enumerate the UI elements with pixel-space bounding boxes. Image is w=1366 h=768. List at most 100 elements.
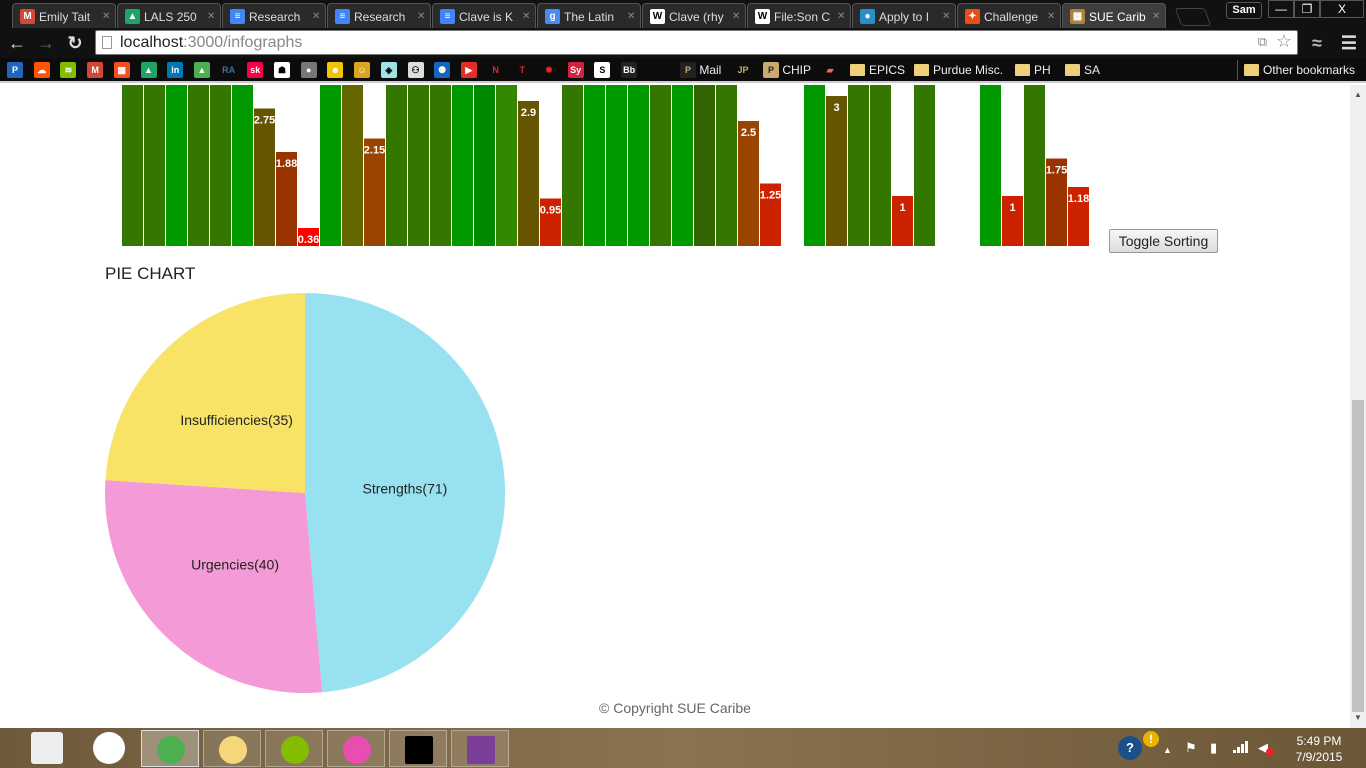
- taskbar-file-explorer[interactable]: [203, 730, 261, 767]
- bar[interactable]: [188, 85, 209, 246]
- tab[interactable]: W File:Son C ✕: [747, 3, 851, 28]
- taskbar-onenote[interactable]: [451, 730, 509, 767]
- taskbar-spotify[interactable]: [265, 730, 323, 767]
- bookmark-mail[interactable]: P Mail: [680, 62, 721, 79]
- bar[interactable]: [210, 85, 231, 246]
- bar[interactable]: [914, 85, 935, 246]
- bar[interactable]: [606, 85, 627, 246]
- taskbar-chrome[interactable]: [141, 730, 199, 767]
- bar[interactable]: [408, 85, 429, 246]
- bar[interactable]: [562, 85, 583, 246]
- bookmark-linkedin[interactable]: in: [167, 62, 184, 79]
- bar[interactable]: [386, 85, 407, 246]
- tab[interactable]: ▦ SUE Carib ✕: [1062, 3, 1166, 28]
- bookmark-youtube[interactable]: ▶: [460, 62, 477, 79]
- bar[interactable]: [760, 183, 781, 247]
- bar[interactable]: [1002, 196, 1023, 246]
- bookmark-gmail[interactable]: M: [87, 62, 104, 79]
- bar[interactable]: [848, 85, 869, 246]
- battery-icon[interactable]: ▮: [1210, 740, 1218, 755]
- forward-button[interactable]: →: [37, 33, 55, 53]
- bar[interactable]: [276, 152, 297, 246]
- bookmark-star-icon[interactable]: ☆: [1275, 31, 1292, 51]
- taskbar-start-apps[interactable]: [31, 732, 63, 764]
- bar[interactable]: [738, 121, 759, 246]
- bar[interactable]: [804, 85, 825, 246]
- bookmark-folder-other[interactable]: Other bookmarks: [1244, 62, 1355, 79]
- bar[interactable]: [892, 196, 913, 246]
- bar[interactable]: [870, 85, 891, 246]
- taskbar-hp[interactable]: [93, 732, 125, 764]
- pie-slice-strengths[interactable]: [305, 293, 506, 693]
- bar[interactable]: [144, 85, 165, 246]
- bookmark-songkick[interactable]: sk: [247, 62, 264, 79]
- new-tab-button[interactable]: [1174, 8, 1212, 26]
- minimize-button[interactable]: —: [1268, 0, 1294, 18]
- tab[interactable]: W Clave (rhy ✕: [642, 3, 746, 28]
- close-tab-icon[interactable]: ✕: [102, 11, 111, 22]
- bar[interactable]: [430, 85, 451, 246]
- bookmark-sphere[interactable]: ●: [300, 62, 317, 79]
- bar[interactable]: [254, 108, 275, 247]
- bookmark-folder-sa[interactable]: SA: [1065, 62, 1100, 79]
- pie-slice-insufficiencies[interactable]: [105, 293, 305, 493]
- bar[interactable]: [628, 85, 649, 246]
- bookmark-folder-purdue-misc[interactable]: Purdue Misc.: [914, 62, 1003, 79]
- close-tab-icon[interactable]: ✕: [312, 11, 321, 22]
- bar[interactable]: [650, 85, 671, 246]
- bar[interactable]: [320, 85, 341, 246]
- close-tab-icon[interactable]: ✕: [522, 11, 531, 22]
- close-tab-icon[interactable]: ✕: [837, 11, 846, 22]
- translate-icon[interactable]: ⧉: [1257, 34, 1267, 49]
- bar[interactable]: [364, 138, 385, 247]
- close-tab-icon[interactable]: ✕: [942, 11, 951, 22]
- bookmark-microsoft[interactable]: ▦: [113, 62, 130, 79]
- profile-button[interactable]: Sam: [1226, 2, 1262, 19]
- bookmark-folder-epics[interactable]: EPICS: [850, 62, 905, 79]
- action-center-flag-icon[interactable]: ⚑: [1185, 740, 1197, 755]
- close-tab-icon[interactable]: ✕: [1047, 11, 1056, 22]
- bookmark-group[interactable]: ⚉: [434, 62, 451, 79]
- bar[interactable]: [496, 85, 517, 246]
- bookmark-jp[interactable]: JP: [735, 62, 751, 79]
- bookmark-blackboard[interactable]: Bb: [621, 62, 638, 79]
- bar[interactable]: [980, 85, 1001, 246]
- tab[interactable]: ▲ LALS 250 ✕: [117, 3, 221, 28]
- scrollbar-thumb[interactable]: [1352, 400, 1364, 712]
- reload-button[interactable]: ↻: [67, 33, 83, 53]
- scroll-up-arrow[interactable]: ▲: [1354, 90, 1362, 99]
- bar[interactable]: [672, 85, 693, 246]
- tab[interactable]: M Emily Tait ✕: [12, 3, 116, 28]
- close-tab-icon[interactable]: ✕: [417, 11, 426, 22]
- restore-button[interactable]: ❐: [1294, 0, 1320, 18]
- bookmark-s[interactable]: S: [594, 62, 611, 79]
- taskbar-command-prompt[interactable]: [389, 730, 447, 767]
- scroll-down-arrow[interactable]: ▼: [1354, 713, 1362, 722]
- bar[interactable]: [584, 85, 605, 246]
- bookmark-yellow[interactable]: ☻: [327, 62, 344, 79]
- bookmark-t[interactable]: T: [514, 62, 531, 79]
- extension-icon[interactable]: ≈: [1312, 33, 1322, 53]
- tab[interactable]: ✦ Challenge ✕: [957, 3, 1061, 28]
- bar[interactable]: [518, 101, 539, 246]
- close-window-button[interactable]: X: [1320, 0, 1364, 18]
- network-icon[interactable]: [1233, 741, 1249, 753]
- bookmark-face[interactable]: ☺: [354, 62, 371, 79]
- bookmark-folder-ph[interactable]: PH: [1015, 62, 1051, 79]
- bookmark-pandora[interactable]: P: [7, 62, 23, 79]
- close-tab-icon[interactable]: ✕: [732, 11, 741, 22]
- address-bar[interactable]: localhost:3000/infographs ⧉ ☆: [95, 30, 1298, 55]
- bookmark-robot[interactable]: ☗: [274, 62, 290, 79]
- bookmark-netflix[interactable]: N: [487, 62, 504, 79]
- bar[interactable]: [826, 96, 847, 246]
- help-alert-icon[interactable]: ?: [1118, 736, 1142, 760]
- tab[interactable]: ≡ Research ✕: [327, 3, 431, 28]
- bar[interactable]: [474, 85, 495, 246]
- bookmark-mountain[interactable]: ▲: [193, 62, 210, 79]
- tab[interactable]: g The Latin ✕: [537, 3, 641, 28]
- bar[interactable]: [342, 85, 363, 246]
- bar[interactable]: [540, 198, 561, 247]
- bookmark-spotify[interactable]: ≋: [60, 62, 77, 79]
- close-tab-icon[interactable]: ✕: [1152, 11, 1161, 22]
- bookmark-sy[interactable]: Sy: [567, 62, 584, 79]
